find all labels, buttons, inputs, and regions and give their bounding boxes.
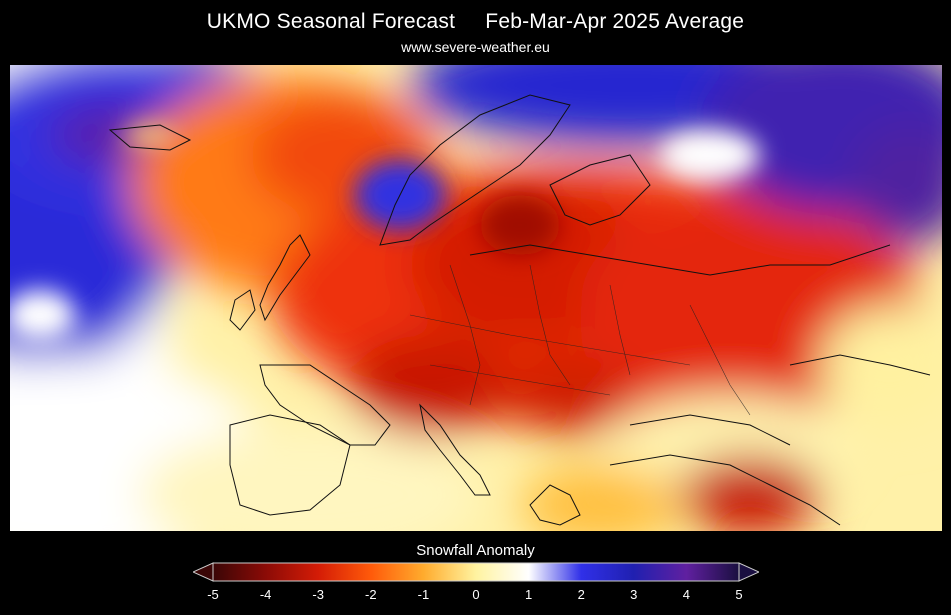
coastlines	[108, 94, 931, 526]
colorbar	[193, 561, 759, 583]
borders	[409, 264, 751, 416]
colorbar-tick-label: -1	[417, 587, 430, 602]
colorbar-tick-label: -3	[312, 587, 324, 602]
page-title: UKMO Seasonal Forecast Feb-Mar-Apr 2025 …	[206, 10, 745, 33]
colorbar-ticks: -5 -4 -3 -2 -1 0 1 2 3 4 5	[0, 587, 951, 607]
colorbar-left-arrow	[193, 562, 214, 582]
colorbar-tick-label: -2	[365, 587, 377, 602]
snowfall-anomaly-map	[10, 65, 942, 531]
colorbar-tick-label: 0	[472, 587, 480, 602]
colorbar-tick-label: 2	[577, 587, 585, 602]
colorbar-right-arrow	[738, 562, 759, 582]
source-url: www.severe-weather.eu	[401, 39, 550, 55]
colorbar-tick-label: -5	[207, 587, 219, 602]
colorbar-tick-label: 5	[735, 587, 743, 602]
legend-title: Snowfall Anomaly	[416, 542, 535, 559]
colorbar-tick-label: -4	[259, 587, 272, 602]
colorbar-tick-label: 3	[630, 587, 638, 602]
colorbar-tick-label: 1	[524, 587, 533, 602]
colorbar-tick-label: 4	[682, 587, 691, 602]
colorbar-bar	[212, 562, 740, 582]
